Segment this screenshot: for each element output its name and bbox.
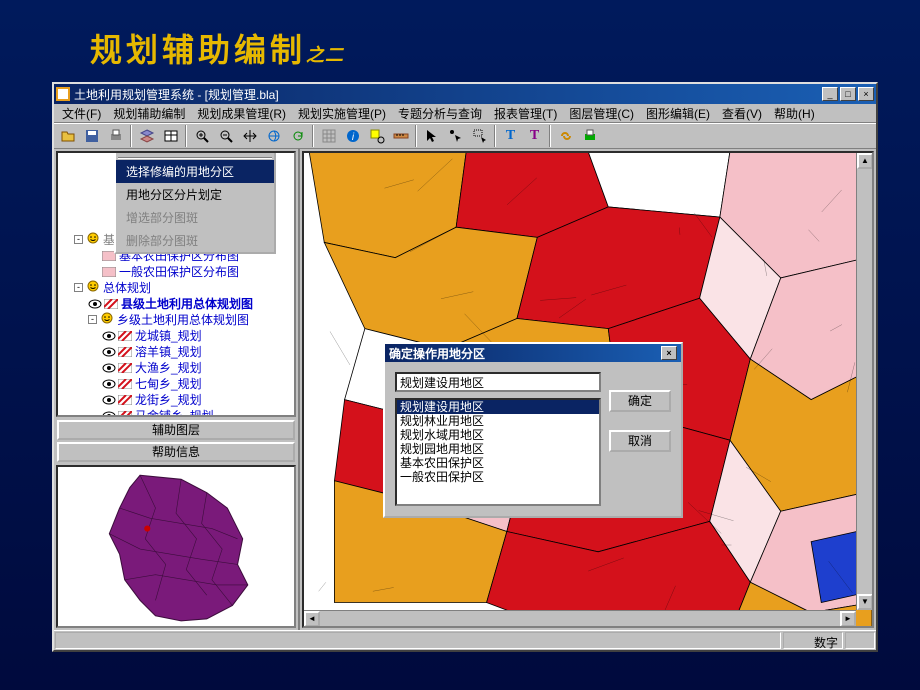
link-icon[interactable]: [554, 125, 577, 147]
menu-item: 删除部分图斑: [116, 229, 274, 252]
tree-item[interactable]: 七甸乡_规划: [60, 375, 292, 391]
select-rect-icon[interactable]: [468, 125, 491, 147]
tree-item[interactable]: 马金铺乡_规划: [60, 407, 292, 417]
zone-option[interactable]: 一般农田保护区: [397, 470, 599, 484]
layer-tree[interactable]: 显示相邻图斑合并两个相邻图斑选择修编的用地分区用地分区分片划定增选部分图斑删除部…: [56, 151, 296, 417]
tree-item[interactable]: 一般农田保护区分布图: [60, 263, 292, 279]
menu-item[interactable]: 选择修编的用地分区: [116, 160, 274, 183]
menu-item: 增选部分图斑: [116, 206, 274, 229]
map-scrollbar-horizontal[interactable]: ◄ ►: [304, 610, 856, 626]
dialog-title: 确定操作用地分区: [389, 345, 485, 362]
menubar: 文件(F)规划辅助编制规划成果管理(R)规划实施管理(P)专题分析与查询报表管理…: [54, 104, 876, 123]
tree-item[interactable]: 溶羊镇_规划: [60, 343, 292, 359]
text-tool-2-icon[interactable]: T: [523, 125, 546, 147]
zone-input[interactable]: [395, 372, 601, 392]
status-numlock: 数字: [783, 632, 843, 649]
save-icon[interactable]: [80, 125, 103, 147]
aux-layers-button[interactable]: 辅助图层: [57, 420, 295, 440]
menu-3[interactable]: 规划实施管理(P): [292, 104, 392, 123]
status-left: [55, 632, 781, 649]
tree-item[interactable]: -总体规划: [60, 279, 292, 295]
menu-2[interactable]: 规划成果管理(R): [191, 104, 292, 123]
extent-icon[interactable]: [262, 125, 285, 147]
dialog-titlebar: 确定操作用地分区 ×: [385, 344, 681, 362]
pointer-icon[interactable]: [420, 125, 443, 147]
app-icon: [56, 87, 70, 101]
tree-item[interactable]: 龙城镇_规划: [60, 327, 292, 343]
maximize-button[interactable]: □: [840, 87, 856, 101]
zoom-in-icon[interactable]: [190, 125, 213, 147]
overview-map[interactable]: [56, 465, 296, 628]
statusbar: 数字: [54, 630, 876, 650]
info-icon[interactable]: i: [341, 125, 364, 147]
tree-item[interactable]: 县级土地利用总体规划图: [60, 295, 292, 311]
table-icon[interactable]: [159, 125, 182, 147]
planning-assist-menu: 显示相邻图斑合并两个相邻图斑选择修编的用地分区用地分区分片划定增选部分图斑删除部…: [114, 151, 276, 254]
zone-dialog: 确定操作用地分区 × 规划建设用地区规划林业用地区规划水域用地区规划园地用地区基…: [383, 342, 683, 518]
titlebar: 土地利用规划管理系统 - [规划管理.bla] _ □ ×: [54, 84, 876, 104]
print-icon[interactable]: [104, 125, 127, 147]
menu-item[interactable]: 用地分区分片划定: [116, 183, 274, 206]
menu-5[interactable]: 报表管理(T): [488, 104, 563, 123]
map-scrollbar-vertical[interactable]: ▲ ▼: [856, 153, 872, 610]
toolbar: i T T: [54, 123, 876, 149]
scroll-down-icon[interactable]: ▼: [857, 594, 873, 610]
menu-0[interactable]: 文件(F): [56, 104, 107, 123]
menu-4[interactable]: 专题分析与查询: [392, 104, 488, 123]
help-info-button[interactable]: 帮助信息: [57, 442, 295, 462]
zone-option[interactable]: 规划园地用地区: [397, 442, 599, 456]
slide-title: 规划辅助编制之二: [90, 25, 344, 71]
menu-9[interactable]: 帮助(H): [768, 104, 821, 123]
window-title: 土地利用规划管理系统 - [规划管理.bla]: [74, 86, 279, 103]
scroll-up-icon[interactable]: ▲: [857, 153, 873, 169]
menu-item[interactable]: 合并两个相邻图斑: [116, 151, 274, 156]
layers-icon[interactable]: [135, 125, 158, 147]
minimize-button[interactable]: _: [822, 87, 838, 101]
tree-item[interactable]: 大渔乡_规划: [60, 359, 292, 375]
menu-1[interactable]: 规划辅助编制: [107, 104, 191, 123]
text-tool-1-icon[interactable]: T: [499, 125, 522, 147]
scroll-right-icon[interactable]: ►: [840, 611, 856, 627]
pan-icon[interactable]: [238, 125, 261, 147]
left-panel: 显示相邻图斑合并两个相邻图斑选择修编的用地分区用地分区分片划定增选部分图斑删除部…: [54, 149, 300, 630]
ok-button[interactable]: 确定: [609, 390, 671, 412]
menu-7[interactable]: 图形编辑(E): [640, 104, 716, 123]
refresh-icon[interactable]: [286, 125, 309, 147]
status-pad: [845, 632, 875, 649]
close-button[interactable]: ×: [858, 87, 874, 101]
open-icon[interactable]: [56, 125, 79, 147]
menu-6[interactable]: 图层管理(C): [563, 104, 640, 123]
scroll-left-icon[interactable]: ◄: [304, 611, 320, 627]
zone-option[interactable]: 规划林业用地区: [397, 414, 599, 428]
grid-icon[interactable]: [317, 125, 340, 147]
zone-option[interactable]: 基本农田保护区: [397, 456, 599, 470]
zoom-out-icon[interactable]: [214, 125, 237, 147]
query-icon[interactable]: [578, 125, 601, 147]
menu-8[interactable]: 查看(V): [716, 104, 768, 123]
identify-icon[interactable]: [365, 125, 388, 147]
dialog-close-button[interactable]: ×: [661, 346, 677, 360]
zone-list[interactable]: 规划建设用地区规划林业用地区规划水域用地区规划园地用地区基本农田保护区一般农田保…: [395, 398, 601, 506]
tree-item[interactable]: -乡级土地利用总体规划图: [60, 311, 292, 327]
select-point-icon[interactable]: [444, 125, 467, 147]
cancel-button[interactable]: 取消: [609, 430, 671, 452]
zone-option[interactable]: 规划水域用地区: [397, 428, 599, 442]
tree-item[interactable]: 龙街乡_规划: [60, 391, 292, 407]
measure-icon[interactable]: [389, 125, 412, 147]
zone-option[interactable]: 规划建设用地区: [397, 400, 599, 414]
